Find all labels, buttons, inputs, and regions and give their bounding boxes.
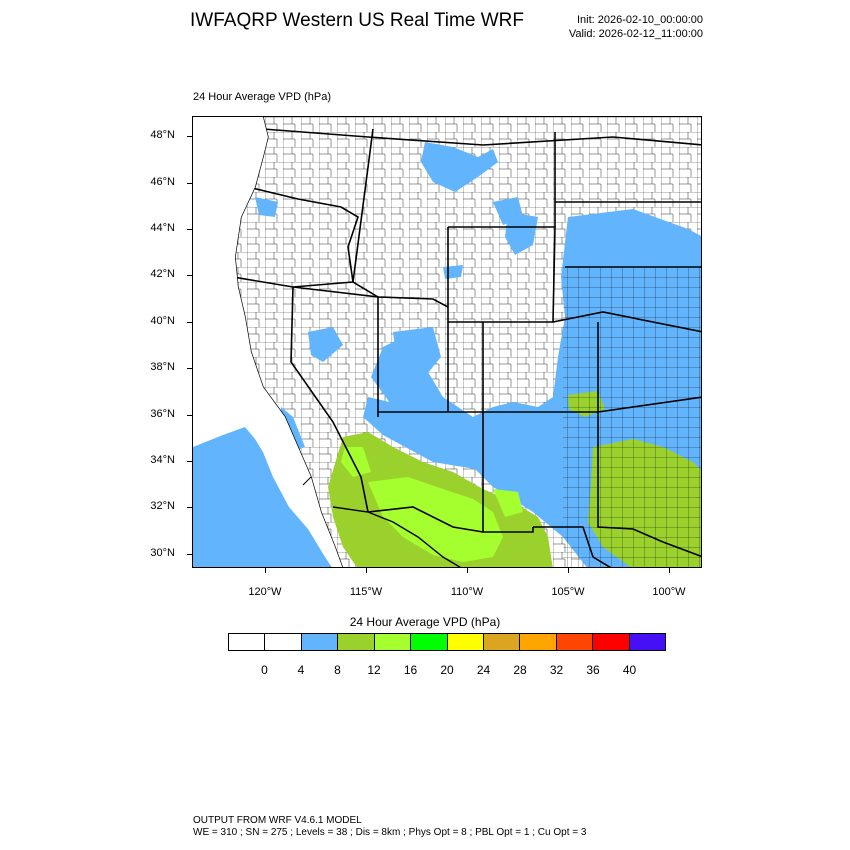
lat-tick [187,322,192,323]
lat-label-46n: 46°N [150,176,175,188]
lon-label-105w: 105°W [551,586,585,598]
lon-tick [366,568,367,573]
lat-tick [187,136,192,137]
colorbar-label: 0 [261,663,268,677]
colorbar-label: 20 [440,663,454,677]
lat-tick [187,229,192,230]
lon-tick [265,568,266,573]
lat-label-32n: 32°N [150,500,175,512]
colorbar-cell [265,634,302,650]
colorbar-label: 40 [622,663,637,677]
colorbar-label: 32 [549,663,564,677]
lon-label-120w: 120°W [248,586,282,598]
lat-tick [187,554,192,555]
colorbar-label: 4 [297,663,305,677]
colorbar-cell [520,634,557,650]
colorbar [228,633,666,651]
ocean-vpd-area [193,427,332,567]
vpd-12-16-areas [341,447,523,562]
plot-title: IWFAQRP Western US Real Time WRF [190,10,524,31]
footer-config-line: WE = 310 ; SN = 275 ; Levels = 38 ; Dis … [193,827,587,838]
init-time: Init: 2026-02-10_00:00:00 [577,14,703,26]
lon-tick [467,568,468,573]
lat-label-44n: 44°N [150,222,175,234]
colorbar-cell [483,634,521,650]
lat-label-30n: 30°N [150,547,175,559]
lat-tick [187,461,192,462]
colorbar-cell [447,634,484,650]
lon-tick [568,568,569,573]
colorbar-label: 24 [476,663,491,677]
lat-tick [187,415,192,416]
lat-label-40n: 40°N [150,315,175,327]
mexico-border [332,506,462,567]
lat-tick [187,507,192,508]
valid-time: Valid: 2026-02-12_11:00:00 [568,28,703,40]
map-panel [192,116,702,568]
colorbar-cell [338,634,375,650]
footer-model-line: OUTPUT FROM WRF V4.6.1 MODEL [193,815,362,826]
colorbar-cell [593,634,630,650]
lon-label-115w: 115°W [349,586,383,598]
lat-tick [187,183,192,184]
model-footer: OUTPUT FROM WRF V4.6.1 MODEL WE = 310 ; … [193,815,586,839]
colorbar-cell [229,634,266,650]
colorbar-label: 8 [334,663,341,677]
init-valid-times: Init: 2026-02-10_00:00:00 Valid: 2026-02… [540,13,703,41]
colorbar-cell [301,634,339,650]
lat-label-36n: 36°N [150,408,175,420]
colorbar-cell [629,634,666,650]
field-label: 24 Hour Average VPD (hPa) [193,91,331,103]
colorbar-title: 24 Hour Average VPD (hPa) [349,615,501,629]
lon-tick [669,568,670,573]
lat-tick [187,275,192,276]
coastline [235,117,344,567]
colorbar-cell [374,634,412,650]
colorbar-label: 12 [367,663,381,677]
lon-label-110w: 110°W [450,586,484,598]
colorbar-label: 36 [586,663,600,677]
lat-tick [187,368,192,369]
state-borders [235,128,701,567]
colorbar-label: 28 [513,663,527,677]
eastern-county-lines [563,267,701,567]
colorbar-cell [411,634,448,650]
lat-label-42n: 42°N [150,268,175,280]
lat-label-34n: 34°N [150,454,175,466]
lat-label-48n: 48°N [150,129,175,141]
colorbar-label: 16 [403,663,418,677]
lon-label-100w: 100°W [652,586,686,598]
colorbar-cell [556,634,594,650]
vpd-map [193,117,701,567]
channel-islands [302,476,312,486]
lat-label-38n: 38°N [150,361,175,373]
